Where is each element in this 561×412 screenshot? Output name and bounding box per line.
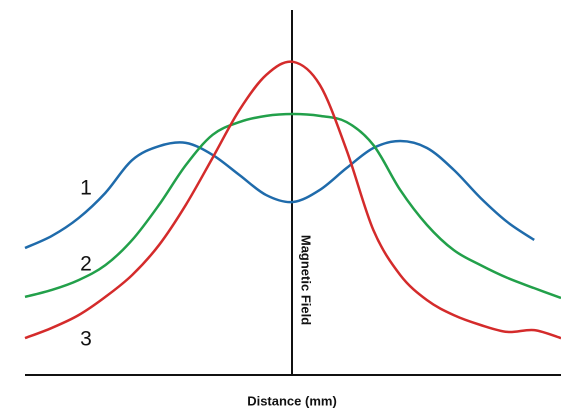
series-label: 1 — [80, 177, 92, 200]
line-series — [24, 139, 535, 250]
line-series — [24, 112, 561, 300]
series-label: 2 — [80, 253, 92, 276]
x-axis-label: Distance (mm) — [247, 393, 337, 408]
series-label: 3 — [80, 328, 92, 351]
y-axis-label: Magnetic Field — [299, 235, 314, 325]
line-series — [24, 60, 561, 340]
